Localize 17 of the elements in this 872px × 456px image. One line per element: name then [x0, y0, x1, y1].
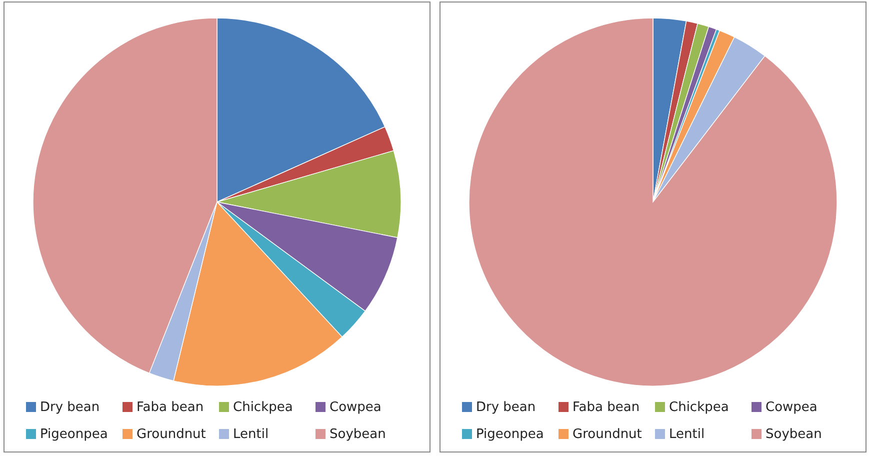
legend-label: Groundnut [572, 427, 642, 442]
legend-label: Faba bean [572, 400, 640, 415]
legend-label: Chickpea [233, 400, 293, 415]
legend-label: Dry bean [40, 400, 100, 415]
legend-label: Pigeonpea [40, 427, 108, 442]
legend-label: Soybean [766, 427, 822, 442]
legend-label: Lentil [669, 427, 705, 442]
legend-label: Cowpea [330, 400, 382, 415]
legend-label: Pigeonpea [476, 427, 544, 442]
legend-label: Soybean [330, 427, 386, 442]
legend-label: Cowpea [766, 400, 818, 415]
legend-label: Dry bean [476, 400, 536, 415]
legend-label: Chickpea [669, 400, 729, 415]
legend-label: Groundnut [136, 427, 206, 442]
legend-label: Faba bean [136, 400, 204, 415]
pie-slice [468, 18, 838, 386]
legend-label: Lentil [233, 427, 269, 442]
